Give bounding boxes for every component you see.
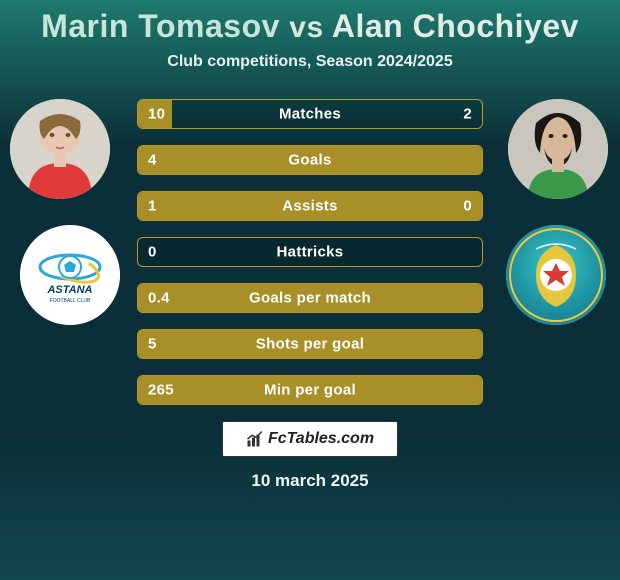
stat-value-right: 2 bbox=[463, 106, 472, 123]
stat-value-left: 10 bbox=[148, 106, 165, 123]
stat-value-left: 265 bbox=[148, 382, 174, 399]
subtitle: Club competitions, Season 2024/2025 bbox=[0, 53, 620, 71]
club2-logo bbox=[506, 225, 606, 325]
stat-label: Matches bbox=[279, 106, 341, 123]
club-crest-icon bbox=[506, 225, 606, 325]
stat-rows: 10 Matches 2 4 Goals 1 Assists 0 0 Hattricks 0.4 Go… bbox=[137, 99, 483, 405]
stat-label: Hattricks bbox=[277, 244, 344, 261]
player2-name: Alan Chochiyev bbox=[332, 8, 579, 44]
person-icon bbox=[10, 99, 110, 199]
stat-row: 0.4 Goals per match bbox=[137, 283, 483, 313]
stat-row: 265 Min per goal bbox=[137, 375, 483, 405]
svg-text:FOOTBALL CLUB: FOOTBALL CLUB bbox=[50, 298, 91, 304]
vs-label: vs bbox=[289, 11, 323, 44]
footer-date: 10 march 2025 bbox=[0, 471, 620, 491]
stat-value-left: 5 bbox=[148, 336, 157, 353]
stat-label: Shots per goal bbox=[256, 336, 364, 353]
stat-label: Min per goal bbox=[264, 382, 356, 399]
site-badge[interactable]: FcTables.com bbox=[222, 421, 398, 457]
player1-name: Marin Tomasov bbox=[41, 8, 280, 44]
player2-avatar bbox=[508, 99, 608, 199]
stat-row: 1 Assists 0 bbox=[137, 191, 483, 221]
stat-label: Assists bbox=[282, 198, 337, 215]
stat-value-left: 0 bbox=[148, 244, 157, 261]
site-name: FcTables.com bbox=[268, 430, 374, 448]
comparison-card: Marin Tomasov vs Alan Chochiyev Club com… bbox=[0, 0, 620, 580]
stat-value-left: 4 bbox=[148, 152, 157, 169]
chart-icon bbox=[246, 430, 264, 448]
stat-label: Goals per match bbox=[249, 290, 371, 307]
stat-row: 4 Goals bbox=[137, 145, 483, 175]
player1-avatar bbox=[10, 99, 110, 199]
stat-row: 5 Shots per goal bbox=[137, 329, 483, 359]
stats-area: ASTANA FOOTBALL CLUB 10 Matches 2 4 Goals 1 As… bbox=[0, 99, 620, 405]
page-title: Marin Tomasov vs Alan Chochiyev bbox=[0, 8, 620, 45]
club-crest-icon: ASTANA FOOTBALL CLUB bbox=[20, 225, 120, 325]
stat-label: Goals bbox=[288, 152, 331, 169]
stat-value-right: 0 bbox=[463, 198, 472, 215]
svg-text:ASTANA: ASTANA bbox=[46, 284, 92, 296]
club1-logo: ASTANA FOOTBALL CLUB bbox=[20, 225, 120, 325]
stat-value-left: 1 bbox=[148, 198, 157, 215]
stat-value-left: 0.4 bbox=[148, 290, 170, 307]
stat-row: 10 Matches 2 bbox=[137, 99, 483, 129]
stat-row: 0 Hattricks bbox=[137, 237, 483, 267]
person-icon bbox=[508, 99, 608, 199]
